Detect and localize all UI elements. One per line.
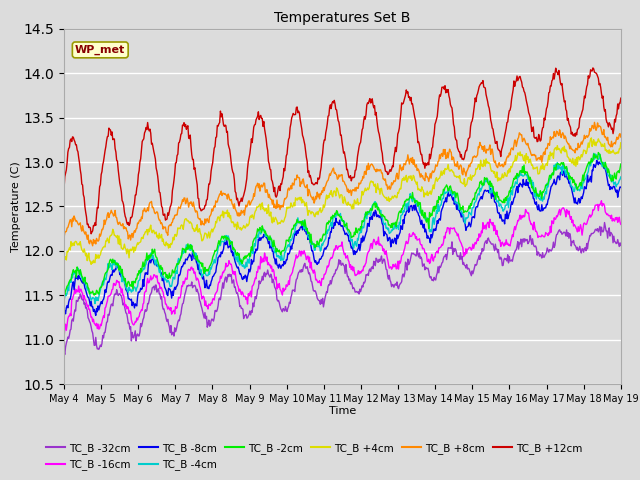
- TC_B -32cm: [617, 242, 625, 248]
- TC_B +12cm: [428, 152, 435, 158]
- X-axis label: Time: Time: [329, 407, 356, 417]
- TC_B +8cm: [428, 175, 435, 181]
- TC_B +8cm: [617, 134, 625, 140]
- TC_B -4cm: [60, 299, 68, 304]
- TC_B -2cm: [411, 200, 419, 206]
- TC_B +8cm: [591, 120, 598, 125]
- TC_B +4cm: [128, 246, 136, 252]
- TC_B -32cm: [71, 307, 79, 313]
- TC_B -32cm: [411, 252, 419, 257]
- TC_B -32cm: [601, 220, 609, 226]
- TC_B +8cm: [128, 230, 136, 236]
- TC_B -2cm: [70, 269, 78, 275]
- Title: Temperatures Set B: Temperatures Set B: [274, 11, 411, 25]
- TC_B -32cm: [214, 303, 222, 309]
- TC_B -8cm: [60, 310, 68, 316]
- TC_B -32cm: [60, 348, 68, 354]
- TC_B +12cm: [87, 231, 95, 237]
- TC_B -2cm: [60, 289, 68, 295]
- TC_B -2cm: [90, 292, 98, 298]
- TC_B -32cm: [185, 282, 193, 288]
- TC_B +4cm: [411, 178, 419, 184]
- TC_B +4cm: [617, 140, 625, 145]
- Line: TC_B -32cm: TC_B -32cm: [64, 223, 621, 355]
- TC_B -16cm: [127, 317, 135, 323]
- TC_B -2cm: [128, 278, 136, 284]
- TC_B +8cm: [411, 163, 419, 168]
- TC_B -8cm: [70, 287, 78, 292]
- Legend: TC_B -32cm, TC_B -16cm, TC_B -8cm, TC_B -4cm, TC_B -2cm, TC_B +4cm, TC_B +8cm, T: TC_B -32cm, TC_B -16cm, TC_B -8cm, TC_B …: [42, 439, 587, 474]
- TC_B +4cm: [70, 242, 78, 248]
- TC_B -16cm: [184, 267, 192, 273]
- TC_B +4cm: [87, 262, 95, 267]
- TC_B -16cm: [214, 288, 221, 294]
- TC_B +8cm: [185, 204, 193, 210]
- TC_B -4cm: [185, 242, 193, 248]
- TC_B -16cm: [60, 336, 68, 341]
- TC_B -4cm: [128, 287, 136, 293]
- TC_B -2cm: [185, 246, 193, 252]
- TC_B -2cm: [617, 161, 625, 167]
- TC_B +4cm: [428, 192, 435, 197]
- TC_B +12cm: [589, 65, 596, 71]
- TC_B +12cm: [185, 135, 193, 141]
- TC_B +4cm: [185, 218, 193, 224]
- TC_B +12cm: [60, 187, 68, 192]
- TC_B +4cm: [60, 257, 68, 263]
- TC_B -8cm: [92, 312, 100, 318]
- TC_B -4cm: [70, 271, 78, 277]
- TC_B -16cm: [410, 232, 418, 238]
- TC_B -4cm: [214, 245, 222, 251]
- TC_B +4cm: [214, 214, 222, 220]
- TC_B -8cm: [214, 255, 222, 261]
- TC_B +8cm: [214, 195, 222, 201]
- Line: TC_B -4cm: TC_B -4cm: [64, 154, 621, 304]
- Text: WP_met: WP_met: [75, 45, 125, 55]
- TC_B +12cm: [617, 95, 625, 101]
- Line: TC_B -16cm: TC_B -16cm: [64, 201, 621, 338]
- TC_B +12cm: [214, 123, 222, 129]
- Line: TC_B +8cm: TC_B +8cm: [64, 122, 621, 246]
- TC_B -32cm: [128, 329, 136, 335]
- TC_B -2cm: [214, 240, 222, 246]
- TC_B -8cm: [411, 207, 419, 213]
- TC_B -2cm: [595, 150, 602, 156]
- TC_B -2cm: [428, 211, 435, 217]
- Line: TC_B -2cm: TC_B -2cm: [64, 153, 621, 295]
- TC_B -8cm: [128, 303, 136, 309]
- TC_B +12cm: [411, 115, 419, 120]
- TC_B -8cm: [617, 184, 625, 190]
- TC_B -4cm: [411, 196, 419, 202]
- TC_B -16cm: [617, 221, 625, 227]
- TC_B -4cm: [617, 174, 625, 180]
- TC_B -16cm: [70, 291, 78, 297]
- TC_B -8cm: [185, 254, 193, 260]
- Line: TC_B +12cm: TC_B +12cm: [64, 68, 621, 234]
- Y-axis label: Temperature (C): Temperature (C): [11, 161, 20, 252]
- TC_B -4cm: [91, 301, 99, 307]
- TC_B -8cm: [428, 232, 435, 238]
- TC_B +8cm: [89, 243, 97, 249]
- TC_B -4cm: [428, 229, 435, 235]
- TC_B -4cm: [590, 151, 598, 156]
- Line: TC_B +4cm: TC_B +4cm: [64, 138, 621, 264]
- TC_B +8cm: [70, 213, 78, 219]
- TC_B +12cm: [128, 214, 136, 219]
- TC_B -8cm: [593, 157, 600, 163]
- TC_B +4cm: [588, 135, 595, 141]
- TC_B -32cm: [428, 274, 435, 280]
- TC_B +12cm: [70, 137, 78, 143]
- Line: TC_B -8cm: TC_B -8cm: [64, 160, 621, 315]
- TC_B +8cm: [60, 235, 68, 241]
- TC_B -32cm: [61, 352, 68, 358]
- TC_B -16cm: [598, 198, 605, 204]
- TC_B -16cm: [426, 260, 434, 265]
